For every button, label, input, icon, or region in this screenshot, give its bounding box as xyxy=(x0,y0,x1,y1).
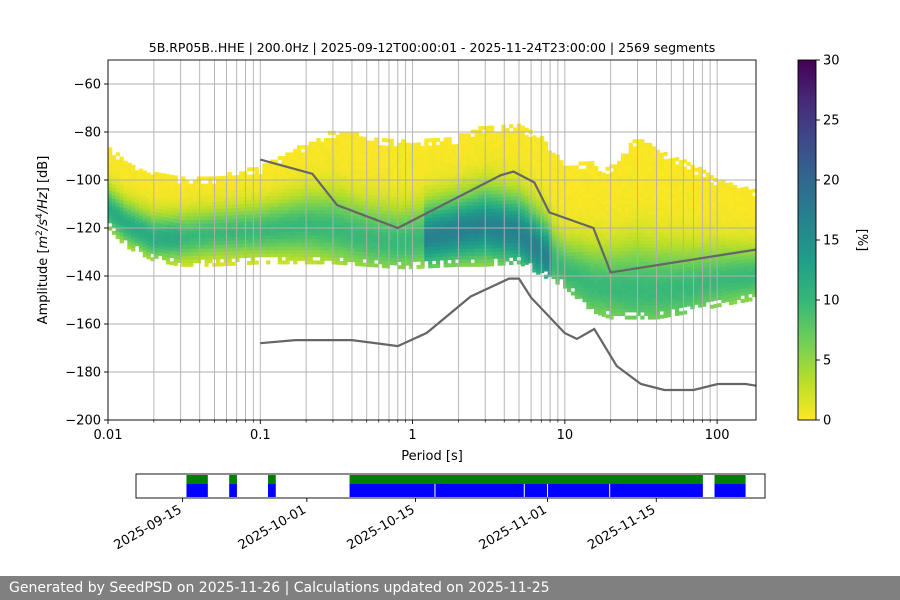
y-tick-label: −80 xyxy=(74,126,101,141)
colorbar-tick-label: 15 xyxy=(823,234,840,249)
colorbar-tick-label: 30 xyxy=(823,54,840,69)
y-tick-label: −140 xyxy=(65,270,101,285)
ppsd-figure: 5B.RP05B..HHE | 200.0Hz | 2025-09-12T00:… xyxy=(35,40,869,553)
y-tick-label: −180 xyxy=(65,366,101,381)
coverage-bar xyxy=(186,484,208,497)
timeline-tick-label: 2025-11-15 xyxy=(585,502,658,553)
colorbar-tick-label: 0 xyxy=(823,414,831,429)
colorbar-tick-label: 5 xyxy=(823,354,831,369)
used-data-bar xyxy=(186,475,208,484)
used-data-bar xyxy=(229,475,237,484)
colorbar-gradient xyxy=(797,59,817,421)
x-tick-label: 10 xyxy=(557,428,574,443)
footer-note: Generated by SeedPSD on 2025-11-26 | Cal… xyxy=(0,576,900,600)
ppsd-plot-area xyxy=(107,60,756,421)
coverage-bar xyxy=(349,484,703,497)
y-tick-label: −120 xyxy=(65,222,101,237)
colorbar-tick-label: 20 xyxy=(823,174,840,189)
timeline-tick-label: 2025-11-01 xyxy=(477,502,550,553)
timeline-tick-label: 2025-10-15 xyxy=(345,502,418,553)
x-tick-label: 0.1 xyxy=(250,428,271,443)
y-axis-label: Amplitude [m2/s4/Hz] [dB] xyxy=(35,156,51,325)
colorbar-label: [%] xyxy=(854,229,869,252)
colorbar: 0 5 10 15 20 25 30 xyxy=(797,54,840,429)
y-tick-label: −100 xyxy=(65,174,101,189)
x-axis-label: Period [s] xyxy=(401,449,463,464)
y-tick-label: −200 xyxy=(65,414,101,429)
nlnm-noise-model-line xyxy=(260,277,756,392)
timeline-tick-label: 2025-09-15 xyxy=(112,502,185,553)
colorbar-tick-label: 10 xyxy=(823,294,840,309)
timeline-tick-label: 2025-10-01 xyxy=(236,502,309,553)
y-tick-label: −160 xyxy=(65,318,101,333)
used-data-bar xyxy=(268,475,276,484)
coverage-bar xyxy=(268,484,276,497)
coverage-bar xyxy=(714,484,746,497)
nhnm-noise-model-line xyxy=(260,158,756,274)
plot-frame xyxy=(107,59,757,421)
used-data-bar xyxy=(714,475,746,484)
x-tick-label: 100 xyxy=(705,428,730,443)
x-tick-label: 1 xyxy=(408,428,416,443)
y-tick-label: −60 xyxy=(74,78,101,93)
data-coverage-timeline: 2025-09-15 2025-10-01 2025-10-15 2025-11-01… xyxy=(112,473,766,553)
coverage-bar xyxy=(229,484,237,497)
chart-title: 5B.RP05B..HHE | 200.0Hz | 2025-09-12T00:… xyxy=(149,40,716,55)
used-data-bar xyxy=(349,475,703,484)
x-tick-label: 0.01 xyxy=(94,428,123,443)
axes: 0.01 0.1 1 10 100 −60 −80 −100 −120 −140 −160 −180 −… xyxy=(65,59,757,443)
colorbar-tick-label: 25 xyxy=(823,114,840,129)
